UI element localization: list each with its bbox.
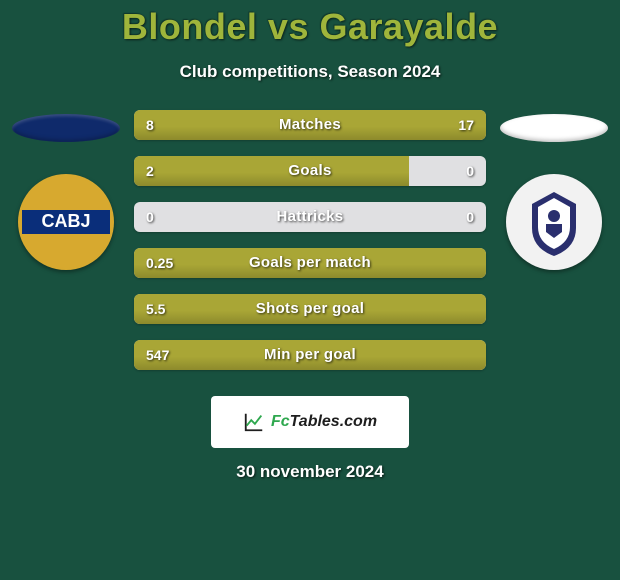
stat-value-right: 0 (466, 202, 474, 232)
right-team-crest (506, 174, 602, 270)
stat-row: 0 0Hattricks (134, 202, 486, 232)
crest-left-svg: CABJ (18, 174, 114, 270)
brand-suffix: Tables.com (290, 413, 377, 430)
stat-label: Hattricks (134, 202, 486, 232)
stat-row: 0.25Goals per match (134, 248, 486, 278)
stat-value-left: 0 (146, 202, 154, 232)
stat-bar-fill-left (134, 248, 486, 278)
date-text: 30 november 2024 (0, 462, 620, 482)
stat-value-right: 0 (466, 156, 474, 186)
left-side: CABJ (6, 110, 126, 270)
stats-bars: 817Matches20Goals00Hattricks0.25Goals pe… (126, 110, 494, 386)
stat-bar-track: 0.25Goals per match (134, 248, 486, 278)
footer-brand[interactable]: FcTables.com (211, 396, 409, 448)
stat-bar-fill-right (247, 110, 486, 140)
crest-right-svg (506, 174, 602, 270)
left-team-crest: CABJ (18, 174, 114, 270)
stat-bar-track: 20Goals (134, 156, 486, 186)
body-row: CABJ 817Matches20Goals00Hattricks0.25Goa… (0, 110, 620, 386)
brand-text: FcTables.com (271, 413, 377, 431)
page-title: Blondel vs Garayalde (0, 6, 620, 48)
right-team-ellipse (500, 114, 608, 142)
brand-prefix: Fc (271, 413, 290, 430)
stat-bar-fill-left (134, 340, 486, 370)
comparison-card: Blondel vs Garayalde Club competitions, … (0, 0, 620, 580)
stat-bar-fill-left (134, 294, 486, 324)
stat-bar-track: 5.5Shots per goal (134, 294, 486, 324)
right-side (494, 110, 614, 270)
stat-bar-fill-left (134, 156, 409, 186)
stat-bar-track: 547Min per goal (134, 340, 486, 370)
stat-bar-track: 817Matches (134, 110, 486, 140)
stat-row: 20Goals (134, 156, 486, 186)
left-crest-text: CABJ (41, 211, 90, 231)
stat-row: 547Min per goal (134, 340, 486, 370)
chart-icon (243, 411, 265, 433)
left-team-ellipse (12, 114, 120, 142)
stat-bar-fill-left (134, 110, 247, 140)
stat-row: 5.5Shots per goal (134, 294, 486, 324)
stat-row: 817Matches (134, 110, 486, 140)
stat-bar-track: 0 0Hattricks (134, 202, 486, 232)
subtitle: Club competitions, Season 2024 (0, 62, 620, 82)
